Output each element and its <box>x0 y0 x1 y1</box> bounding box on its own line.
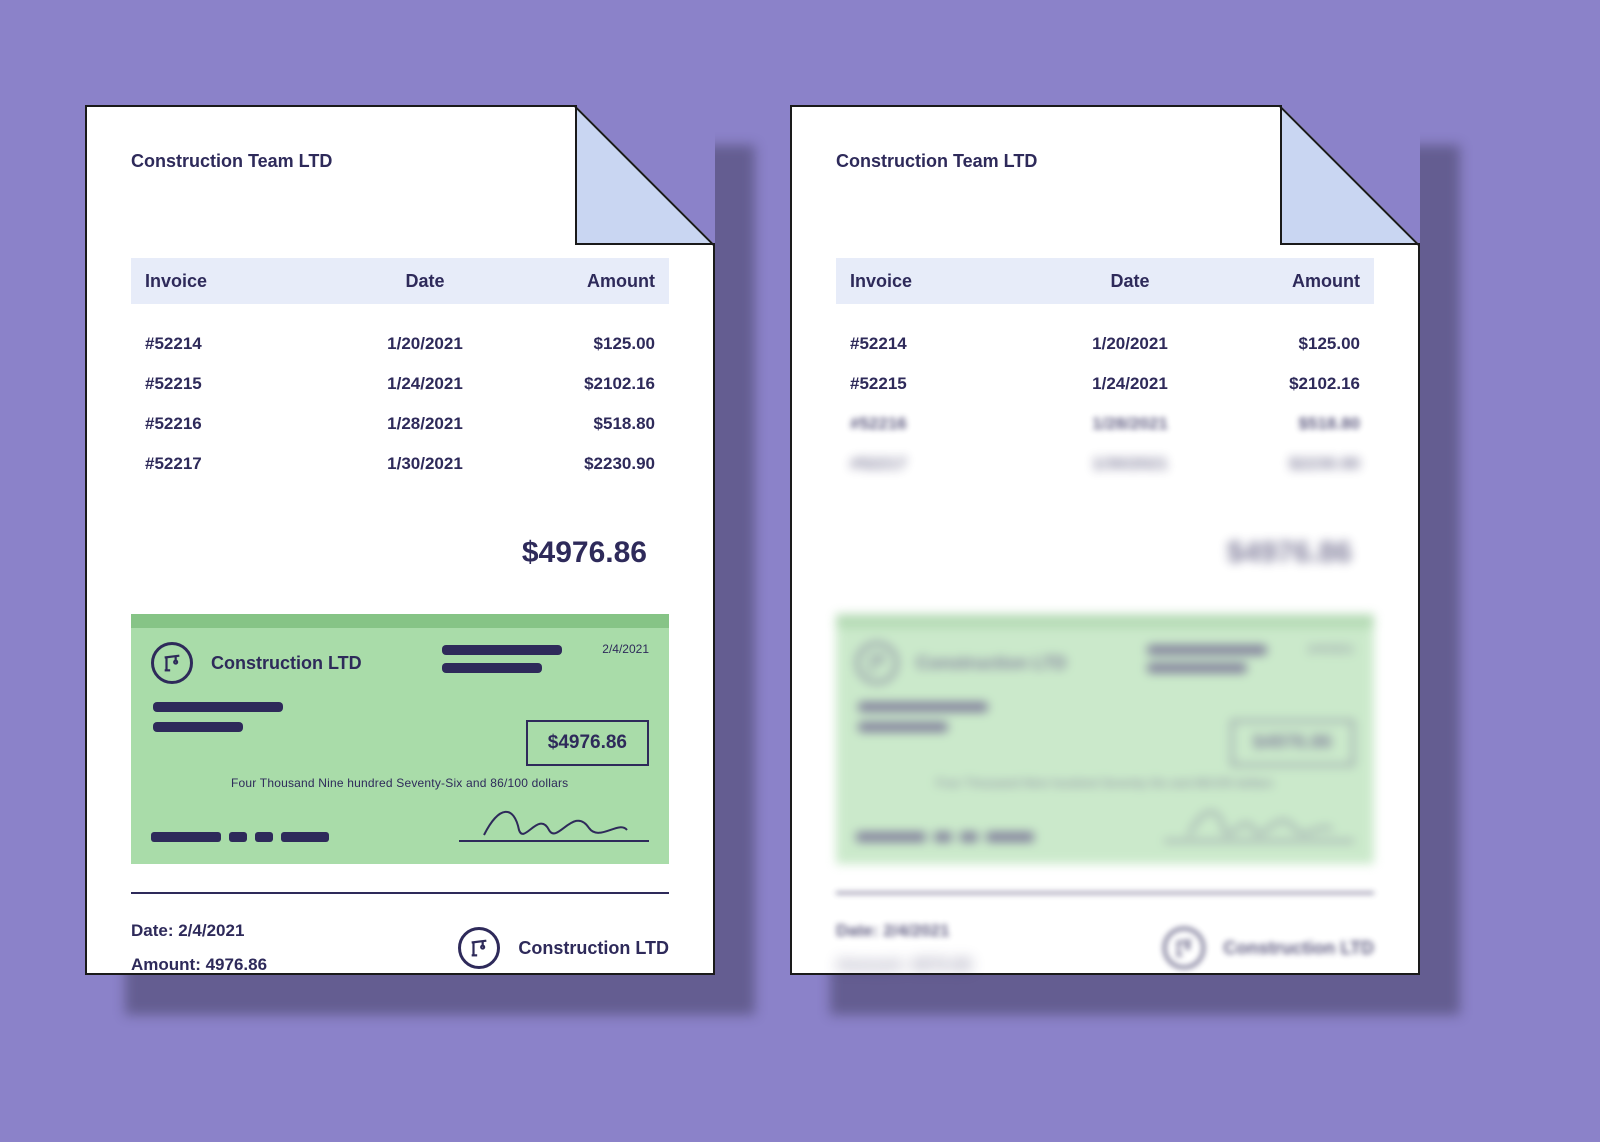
cell-date: 1/30/2021 <box>1030 454 1230 474</box>
page-fold-front <box>1280 105 1420 245</box>
check-address-lines <box>442 645 562 681</box>
check-amount-words: Four Thousand Nine hundred Seventy-Six a… <box>936 776 1273 790</box>
table-row: #52216 1/28/2021 $518.80 <box>131 404 669 444</box>
table-header: Invoice Date Amount <box>836 258 1374 304</box>
table-row: #52214 1/20/2021 $125.00 <box>131 324 669 364</box>
footer-meta: Date: 2/4/2021 Amount: 4976.86 <box>131 914 267 982</box>
canvas: Construction Team LTD Invoice Date Amoun… <box>0 0 1600 1142</box>
cell-amount: $518.80 <box>525 414 655 434</box>
table-total: $4976.86 <box>836 536 1374 570</box>
check-payto-line <box>858 722 948 732</box>
footer-meta: Date: 2/4/2021 Amount: 4976.86 <box>836 914 972 982</box>
check-payee-name: Construction LTD <box>916 653 1067 674</box>
cell-date: 1/28/2021 <box>1030 414 1230 434</box>
check-signature <box>459 802 649 842</box>
divider <box>836 892 1374 894</box>
cell-date: 1/24/2021 <box>1030 374 1230 394</box>
col-amount: Amount <box>525 271 655 292</box>
footer-company-name: Construction LTD <box>1223 938 1374 959</box>
footer-amount: Amount: 4976.86 <box>131 948 267 982</box>
footer-company: Construction LTD <box>1163 927 1374 969</box>
cell-amount: $2230.90 <box>1230 454 1360 474</box>
crane-icon <box>856 642 898 684</box>
col-invoice: Invoice <box>145 271 325 292</box>
paper: Construction Team LTD Invoice Date Amoun… <box>85 105 715 975</box>
footer-company-name: Construction LTD <box>518 938 669 959</box>
check: Construction LTD 2/4/2021 $4976.86 Four … <box>836 614 1374 864</box>
check-header: Construction LTD 2/4/2021 <box>151 642 649 684</box>
cell-invoice: #52216 <box>145 414 325 434</box>
footer: Date: 2/4/2021 Amount: 4976.86 Construct… <box>836 914 1374 982</box>
check-payee-name: Construction LTD <box>211 653 362 674</box>
table-row: #52215 1/24/2021 $2102.16 <box>836 364 1374 404</box>
table-row: #52215 1/24/2021 $2102.16 <box>131 364 669 404</box>
cell-date: 1/20/2021 <box>1030 334 1230 354</box>
crane-icon <box>458 927 500 969</box>
table-header: Invoice Date Amount <box>131 258 669 304</box>
cell-date: 1/30/2021 <box>325 454 525 474</box>
check-amount-box: $4976.86 <box>526 720 649 766</box>
cell-amount: $518.80 <box>1230 414 1360 434</box>
table-total: $4976.86 <box>131 536 669 570</box>
footer-date: Date: 2/4/2021 <box>836 914 972 948</box>
table-body: #52214 1/20/2021 $125.00 #52215 1/24/202… <box>131 324 669 484</box>
cell-amount: $2102.16 <box>1230 374 1360 394</box>
footer: Date: 2/4/2021 Amount: 4976.86 Construct… <box>131 914 669 982</box>
cell-invoice: #52214 <box>850 334 1030 354</box>
check-micr <box>856 832 1034 842</box>
col-date: Date <box>1030 271 1230 292</box>
footer-amount: Amount: 4976.86 <box>836 948 972 982</box>
crane-icon <box>151 642 193 684</box>
cell-invoice: #52215 <box>145 374 325 394</box>
cell-amount: $125.00 <box>525 334 655 354</box>
page-fold-front <box>575 105 715 245</box>
check-date: 2/4/2021 <box>1307 642 1354 656</box>
table-row: #52216 1/28/2021 $518.80 <box>836 404 1374 444</box>
cell-invoice: #52216 <box>850 414 1030 434</box>
check-micr <box>151 832 329 842</box>
check-signature <box>1164 802 1354 842</box>
cell-amount: $2230.90 <box>525 454 655 474</box>
table-row: #52217 1/30/2021 $2230.90 <box>131 444 669 484</box>
divider <box>131 892 669 894</box>
invoice-document-right: Construction Team LTD Invoice Date Amoun… <box>790 105 1420 975</box>
check-amount-box: $4976.86 <box>1231 720 1354 766</box>
table-body: #52214 1/20/2021 $125.00 #52215 1/24/202… <box>836 324 1374 484</box>
check-date: 2/4/2021 <box>602 642 649 656</box>
cell-date: 1/24/2021 <box>325 374 525 394</box>
footer-date: Date: 2/4/2021 <box>131 914 267 948</box>
check-payto-line <box>153 702 283 712</box>
table-row: #52214 1/20/2021 $125.00 <box>836 324 1374 364</box>
cell-amount: $2102.16 <box>525 374 655 394</box>
cell-invoice: #52215 <box>850 374 1030 394</box>
col-amount: Amount <box>1230 271 1360 292</box>
col-invoice: Invoice <box>850 271 1030 292</box>
cell-date: 1/20/2021 <box>325 334 525 354</box>
cell-invoice: #52214 <box>145 334 325 354</box>
check-address-lines <box>1147 645 1267 681</box>
check-payto-line <box>858 702 988 712</box>
cell-date: 1/28/2021 <box>325 414 525 434</box>
check-header: Construction LTD 2/4/2021 <box>856 642 1354 684</box>
cell-amount: $125.00 <box>1230 334 1360 354</box>
check: Construction LTD 2/4/2021 $4976.86 Four … <box>131 614 669 864</box>
paper: Construction Team LTD Invoice Date Amoun… <box>790 105 1420 975</box>
crane-icon <box>1163 927 1205 969</box>
cell-invoice: #52217 <box>850 454 1030 474</box>
check-amount-words: Four Thousand Nine hundred Seventy-Six a… <box>231 776 568 790</box>
check-payto-line <box>153 722 243 732</box>
footer-company: Construction LTD <box>458 927 669 969</box>
cell-invoice: #52217 <box>145 454 325 474</box>
col-date: Date <box>325 271 525 292</box>
invoice-document-left: Construction Team LTD Invoice Date Amoun… <box>85 105 715 975</box>
table-row: #52217 1/30/2021 $2230.90 <box>836 444 1374 484</box>
